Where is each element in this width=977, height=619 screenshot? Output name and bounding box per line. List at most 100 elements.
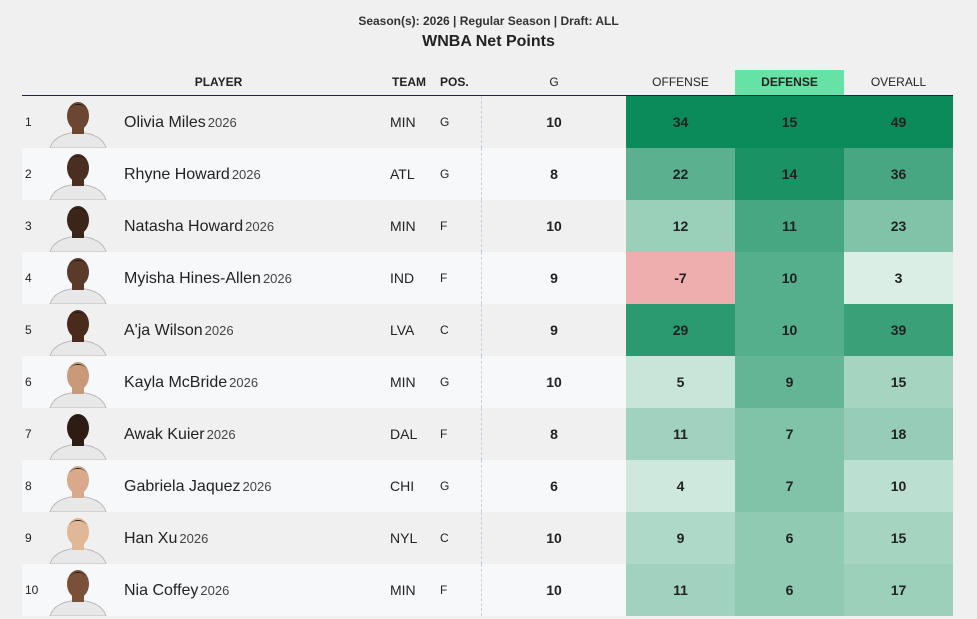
team: ATL	[390, 166, 415, 182]
draft-year: 2026	[179, 531, 209, 546]
player-name[interactable]: Han Xu	[124, 530, 178, 547]
team: IND	[390, 270, 415, 286]
player-photo	[44, 304, 112, 356]
defense-value: 14	[735, 148, 844, 200]
offense-value: 11	[626, 408, 735, 460]
player-photo	[44, 200, 112, 252]
player-name-cell: A'ja Wilson 2026	[124, 304, 384, 356]
player-name[interactable]: Awak Kuier	[124, 426, 205, 443]
player-photo	[44, 96, 112, 148]
column-header: OVERALL	[870, 75, 927, 89]
defense-value: 6	[735, 512, 844, 564]
position: C	[440, 323, 449, 337]
rank: 3	[25, 219, 32, 233]
table-row: 2 Rhyne Howard 2026 ATL G 8 22 14 36	[22, 148, 953, 200]
overall-value: 17	[844, 564, 953, 616]
player-name-cell: Awak Kuier 2026	[124, 408, 384, 460]
photo-art	[49, 362, 107, 408]
player-name-cell: Myisha Hines-Allen 2026	[124, 252, 384, 304]
offense-value: -7	[626, 252, 735, 304]
overall-value: 39	[844, 304, 953, 356]
player-name[interactable]: A'ja Wilson	[124, 322, 203, 339]
defense-value: 11	[735, 200, 844, 252]
rank: 2	[25, 167, 32, 181]
overall-value: 36	[844, 148, 953, 200]
player-name-cell: Olivia Miles 2026	[124, 96, 384, 148]
draft-year: 2026	[207, 115, 237, 130]
player-name[interactable]: Rhyne Howard	[124, 166, 230, 183]
rank: 7	[25, 427, 32, 441]
defense-value: 7	[735, 460, 844, 512]
rank: 4	[25, 271, 32, 285]
player-name[interactable]: Kayla McBride	[124, 374, 228, 391]
position: G	[440, 375, 450, 389]
table-row: 6 Kayla McBride 2026 MIN G 10 5 9 15	[22, 356, 953, 408]
divider	[481, 96, 482, 148]
team: MIN	[390, 582, 416, 598]
draft-year: 2026	[262, 271, 292, 286]
draft-year: 2026	[200, 583, 230, 598]
team: CHI	[390, 478, 415, 494]
team: MIN	[390, 218, 416, 234]
table-row: 7 Awak Kuier 2026 DAL F 8 11 7 18	[22, 408, 953, 460]
position: F	[440, 427, 448, 441]
table-row: 1 Olivia Miles 2026 MIN G 10 34 15 49	[22, 96, 953, 148]
player-name-cell: Nia Coffey 2026	[124, 564, 384, 616]
divider	[481, 460, 482, 512]
draft-year: 2026	[229, 375, 259, 390]
table-row: 4 Myisha Hines-Allen 2026 IND F 9 -7 10 3	[22, 252, 953, 304]
player-name[interactable]: Natasha Howard	[124, 218, 244, 235]
team: LVA	[390, 322, 415, 338]
defense-value: 10	[735, 252, 844, 304]
photo-art	[49, 258, 107, 304]
games: 8	[550, 166, 558, 182]
player-photo	[44, 564, 112, 616]
player-photo	[44, 356, 112, 408]
table-row: 9 Han Xu 2026 NYL C 10 9 6 15	[22, 512, 953, 564]
overall-value: 15	[844, 356, 953, 408]
offense-value: 29	[626, 304, 735, 356]
offense-value: 11	[626, 564, 735, 616]
rank: 8	[25, 479, 32, 493]
photo-art	[49, 154, 107, 200]
player-name[interactable]: Nia Coffey	[124, 582, 199, 599]
overall-value: 23	[844, 200, 953, 252]
rank: 10	[25, 583, 39, 597]
player-photo	[44, 148, 112, 200]
offense-value: 12	[626, 200, 735, 252]
divider	[481, 252, 482, 304]
team: DAL	[390, 426, 418, 442]
overall-value: 49	[844, 96, 953, 148]
player-name[interactable]: Gabriela Jaquez	[124, 478, 241, 495]
table: PLAYER TEAM POS. G OFFENSE DEFENSE OVERALL 1 Oli…	[22, 70, 953, 619]
column-header: OFFENSE	[652, 75, 709, 89]
player-photo	[44, 252, 112, 304]
player-name[interactable]: Myisha Hines-Allen	[124, 270, 261, 287]
position: G	[440, 167, 450, 181]
player-photo	[44, 408, 112, 460]
team: MIN	[390, 114, 416, 130]
rank: 1	[25, 115, 32, 129]
offense-value: 34	[626, 96, 735, 148]
table-row: 3 Natasha Howard 2026 MIN F 10 12 11 23	[22, 200, 953, 252]
defense-value: 15	[735, 96, 844, 148]
photo-art	[49, 570, 107, 616]
column-header: POS.	[440, 75, 469, 89]
column-header: DEFENSE	[735, 70, 844, 95]
draft-year: 2026	[206, 427, 236, 442]
overall-value: 18	[844, 408, 953, 460]
table-row: 10 Nia Coffey 2026 MIN F 10 11 6 17	[22, 564, 953, 616]
rank: 5	[25, 323, 32, 337]
offense-value: 5	[626, 356, 735, 408]
offense-value: 22	[626, 148, 735, 200]
photo-art	[49, 310, 107, 356]
player-name[interactable]: Olivia Miles	[124, 114, 206, 131]
overall-value: 15	[844, 512, 953, 564]
draft-year: 2026	[231, 167, 261, 182]
photo-art	[49, 518, 107, 564]
player-photo	[44, 460, 112, 512]
player-name-cell: Kayla McBride 2026	[124, 356, 384, 408]
overall-value: 3	[844, 252, 953, 304]
position: G	[440, 115, 450, 129]
divider	[481, 564, 482, 616]
